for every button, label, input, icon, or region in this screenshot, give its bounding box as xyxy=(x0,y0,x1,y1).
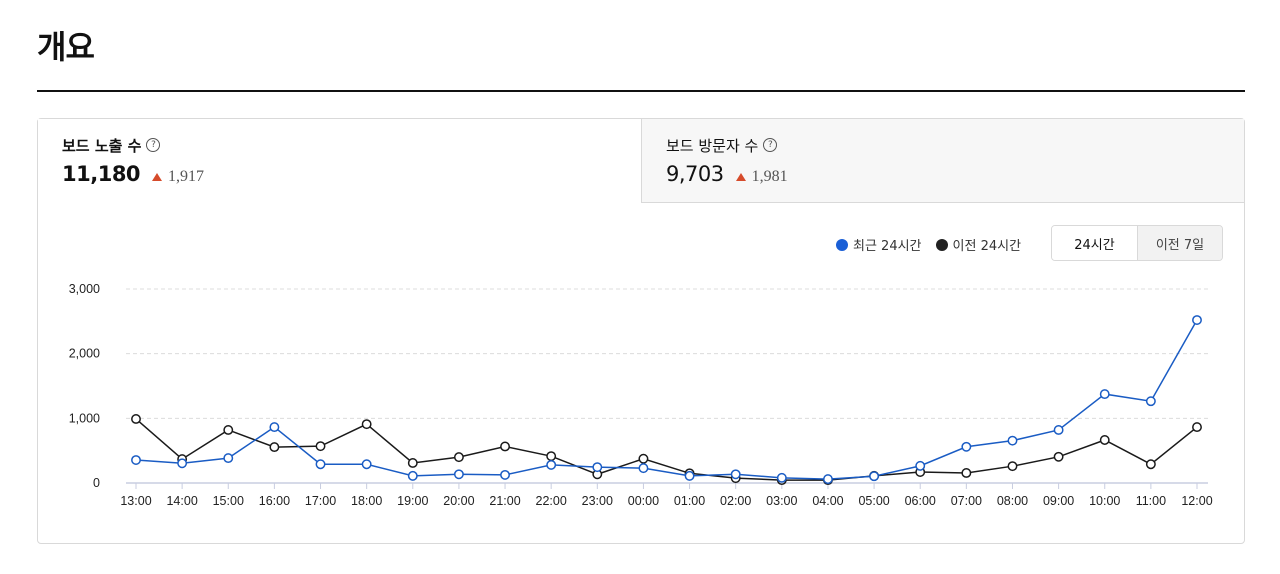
data-point[interactable] xyxy=(223,453,234,464)
range-toggle: 24시간 이전 7일 xyxy=(1051,225,1223,261)
metric-label: 보드 방문자 수 xyxy=(666,136,759,155)
data-point[interactable] xyxy=(500,469,510,480)
data-point[interactable] xyxy=(453,452,464,463)
data-point[interactable] xyxy=(315,441,326,452)
data-point[interactable] xyxy=(592,462,603,473)
legend-item-previous[interactable]: 이전 24시간 xyxy=(935,235,1022,254)
data-point[interactable] xyxy=(269,422,280,433)
x-tick-label: 18:00 xyxy=(351,494,382,508)
metric-delta: 1,917 xyxy=(152,168,204,186)
x-tick-label: 19:00 xyxy=(397,494,428,508)
page-title: 개요 xyxy=(37,28,95,66)
y-tick-label: 3,000 xyxy=(69,282,100,296)
stats-card: 보드 노출 수 ? 11,180 1,917 보드 방문자 수 ? 9,703 xyxy=(37,118,1245,544)
data-point[interactable] xyxy=(1192,422,1202,433)
x-tick-label: 14:00 xyxy=(166,494,197,508)
data-point[interactable] xyxy=(177,458,188,469)
x-tick-label: 05:00 xyxy=(858,494,889,508)
data-point[interactable] xyxy=(1145,459,1156,470)
data-point[interactable] xyxy=(684,470,695,481)
x-tick-label: 10:00 xyxy=(1089,494,1120,508)
data-point[interactable] xyxy=(915,460,926,471)
tab-board-impressions[interactable]: 보드 노출 수 ? 11,180 1,917 xyxy=(38,119,641,203)
data-point[interactable] xyxy=(546,451,557,462)
triangle-up-icon xyxy=(735,173,746,181)
data-point[interactable] xyxy=(453,469,464,480)
chart-legend: 최근 24시간 이전 24시간 xyxy=(836,235,1021,254)
tab-board-visitors[interactable]: 보드 방문자 수 ? 9,703 1,981 xyxy=(641,119,1244,203)
data-point[interactable] xyxy=(1053,451,1064,462)
y-tick-label: 0 xyxy=(93,476,100,490)
x-tick-label: 07:00 xyxy=(951,494,982,508)
x-tick-label: 22:00 xyxy=(536,494,567,508)
delta-value: 1,981 xyxy=(751,168,788,185)
x-tick-label: 04:00 xyxy=(812,494,843,508)
range-24h-button[interactable]: 24시간 xyxy=(1052,226,1137,260)
x-tick-label: 20:00 xyxy=(443,494,474,508)
data-point[interactable] xyxy=(1192,315,1202,325)
x-tick-label: 17:00 xyxy=(305,494,336,508)
x-tick-label: 13:00 xyxy=(120,494,151,508)
delta-value: 1,917 xyxy=(168,168,205,185)
legend-label: 최근 24시간 xyxy=(853,239,922,254)
data-point[interactable] xyxy=(223,425,234,435)
x-tick-label: 16:00 xyxy=(259,494,290,508)
data-point[interactable] xyxy=(730,469,741,480)
data-point[interactable] xyxy=(546,459,557,470)
legend-dot-icon xyxy=(836,238,848,251)
title-divider xyxy=(37,90,1245,92)
x-tick-label: 21:00 xyxy=(489,494,520,508)
data-point[interactable] xyxy=(1099,389,1110,400)
metric-tabs: 보드 노출 수 ? 11,180 1,917 보드 방문자 수 ? 9,703 xyxy=(38,119,1244,203)
x-tick-label: 11:00 xyxy=(1136,494,1166,508)
x-tick-label: 00:00 xyxy=(628,494,659,508)
data-point[interactable] xyxy=(1007,461,1018,472)
data-point[interactable] xyxy=(1099,435,1110,445)
y-tick-label: 1,000 xyxy=(69,411,100,425)
metric-delta: 1,981 xyxy=(735,168,788,186)
range-7d-button[interactable]: 이전 7일 xyxy=(1137,226,1222,260)
data-point[interactable] xyxy=(1007,435,1018,446)
legend-dot-icon xyxy=(935,238,948,251)
data-point[interactable] xyxy=(638,463,649,474)
data-point[interactable] xyxy=(961,441,972,452)
legend-item-recent[interactable]: 최근 24시간 xyxy=(836,235,922,254)
data-point[interactable] xyxy=(131,414,141,424)
data-point[interactable] xyxy=(776,472,787,483)
data-point[interactable] xyxy=(823,474,833,485)
x-tick-label: 23:00 xyxy=(582,494,613,508)
data-point[interactable] xyxy=(638,453,649,464)
x-tick-label: 06:00 xyxy=(905,494,936,508)
x-tick-label: 01:00 xyxy=(674,494,705,508)
help-icon[interactable]: ? xyxy=(763,138,778,152)
line-chart: 0 1,000 2,000 3,000 13:00 14:00 15:00 16:00 17:0… xyxy=(69,282,1213,508)
metric-value: 9,703 xyxy=(666,162,724,186)
data-point[interactable] xyxy=(500,441,510,452)
data-point[interactable] xyxy=(1145,396,1156,407)
series-line xyxy=(135,418,1198,481)
x-tick-label: 15:00 xyxy=(213,494,244,508)
data-point[interactable] xyxy=(869,471,880,482)
x-tick-label: 09:00 xyxy=(1043,494,1074,508)
y-tick-label: 2,000 xyxy=(69,347,100,361)
metric-label: 보드 노출 수 xyxy=(62,136,142,155)
data-point[interactable] xyxy=(315,459,326,470)
data-point[interactable] xyxy=(1053,425,1064,435)
data-point[interactable] xyxy=(131,455,141,465)
x-tick-label: 12:00 xyxy=(1181,494,1212,508)
metric-value: 11,180 xyxy=(62,162,141,186)
data-point[interactable] xyxy=(407,458,418,468)
data-point[interactable] xyxy=(269,442,280,453)
help-icon[interactable]: ? xyxy=(146,138,161,152)
data-point[interactable] xyxy=(407,470,418,481)
data-point[interactable] xyxy=(961,468,972,478)
legend-label: 이전 24시간 xyxy=(952,239,1022,254)
data-point[interactable] xyxy=(361,419,372,430)
x-tick-label: 08:00 xyxy=(997,494,1028,508)
series-line xyxy=(135,319,1198,480)
triangle-up-icon xyxy=(152,173,163,181)
data-point[interactable] xyxy=(361,459,372,470)
x-tick-label: 02:00 xyxy=(720,494,751,508)
x-tick-label: 03:00 xyxy=(766,494,797,508)
